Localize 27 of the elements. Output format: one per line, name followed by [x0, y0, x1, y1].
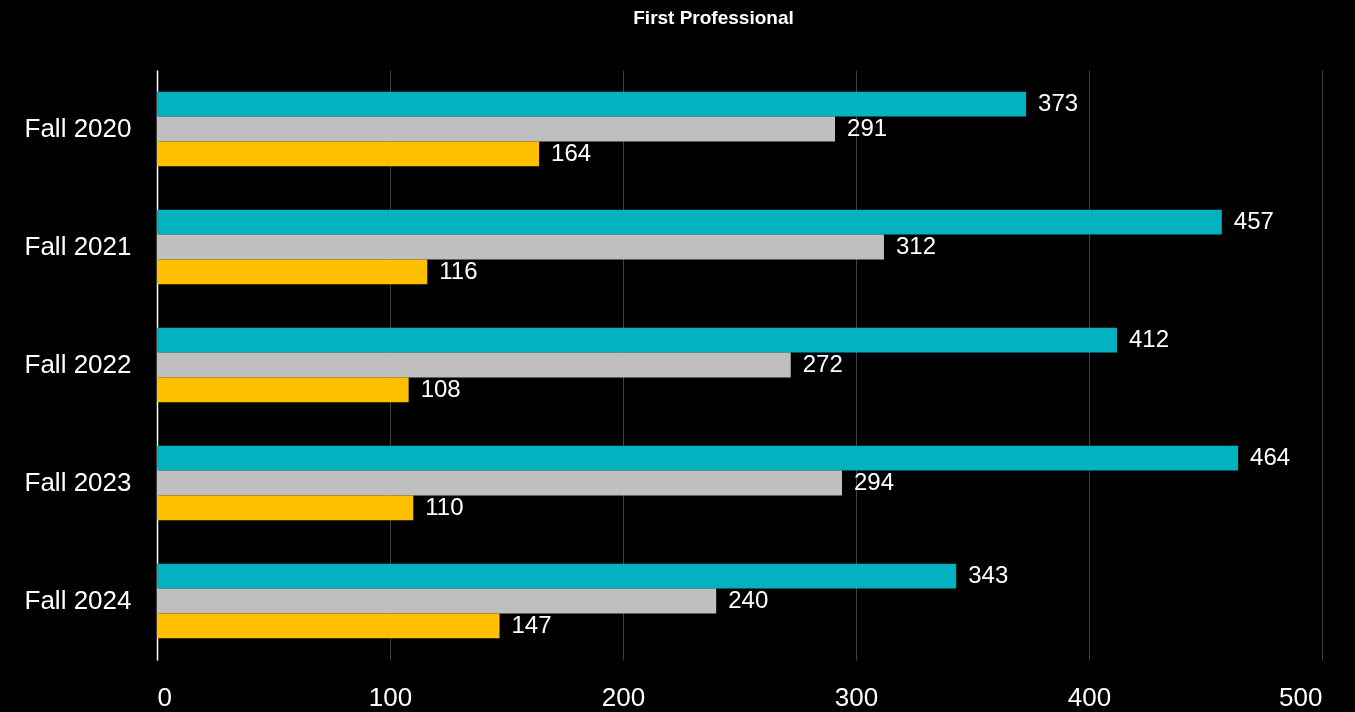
x-tick-label: 200	[601, 681, 646, 712]
data-label: 272	[802, 350, 843, 377]
data-label: 147	[511, 610, 552, 638]
data-label: 373	[1038, 89, 1079, 117]
y-tick-label: Fall 2020	[24, 113, 132, 143]
data-label: 412	[1128, 325, 1170, 353]
data-label: 291	[847, 114, 888, 141]
y-tick-label: Fall 2022	[24, 349, 132, 379]
data-label: 164	[551, 138, 592, 166]
chart-title: First Professional	[633, 7, 794, 28]
y-tick-label: Fall 2023	[24, 467, 132, 497]
data-label: 110	[425, 492, 464, 520]
x-tick-label: 400	[1067, 681, 1112, 712]
x-tick-label: 500	[1279, 681, 1323, 712]
data-label: 294	[854, 468, 895, 495]
data-label: 464	[1250, 443, 1291, 471]
data-label: 116	[439, 256, 478, 284]
x-tick-label: 0	[157, 681, 172, 712]
y-tick-label: Fall 2021	[24, 231, 132, 261]
x-tick-label: 100	[368, 681, 413, 712]
data-label: 312	[895, 232, 937, 259]
data-label: 457	[1233, 207, 1274, 235]
data-label: 343	[968, 561, 1009, 589]
x-tick-label: 300	[834, 681, 879, 712]
data-label: 108	[420, 374, 461, 402]
data-label: 240	[728, 586, 769, 613]
y-tick-label: Fall 2024	[24, 585, 132, 615]
